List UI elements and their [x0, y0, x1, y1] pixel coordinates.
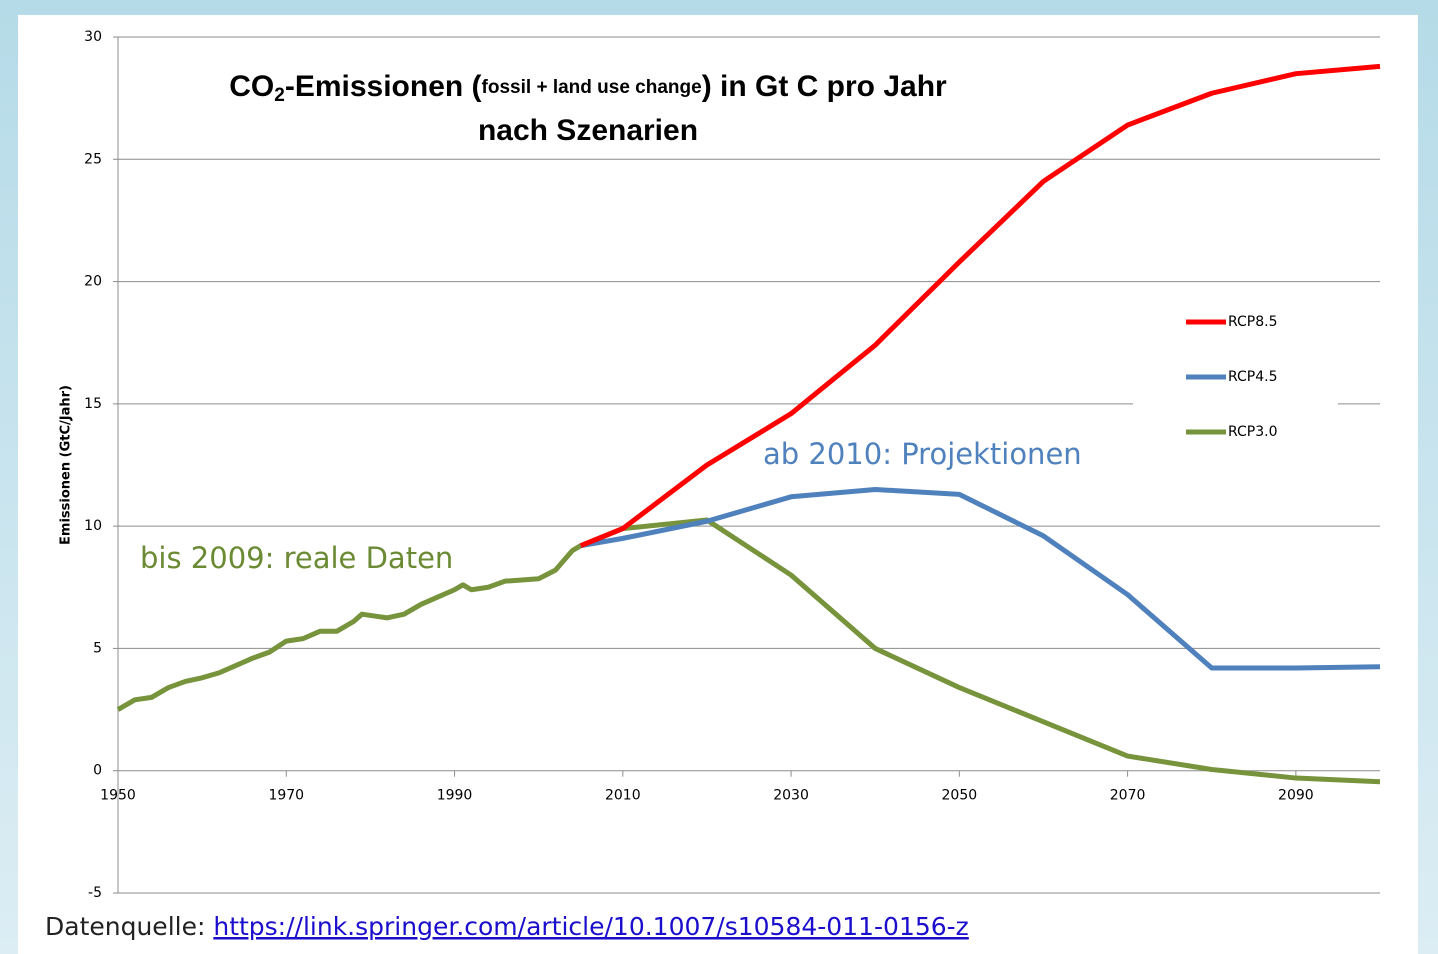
y-tick-label: 25 — [84, 151, 102, 167]
series-line — [579, 63, 1381, 549]
x-tick-label: 2090 — [1278, 788, 1314, 804]
title-part: -Emissionen ( — [285, 70, 482, 103]
y-tick-label: 5 — [93, 640, 102, 656]
legend-label: RCP4.5 — [1228, 369, 1278, 385]
x-tick-label: 2070 — [1110, 788, 1146, 804]
chart-title: CO2-Emissionen (fossil + land use change… — [229, 70, 947, 106]
series-line — [580, 486, 1381, 671]
annotation: bis 2009: reale Daten — [140, 541, 453, 575]
title-part: fossil + land use change — [482, 77, 702, 98]
x-tick-label: 2010 — [605, 788, 641, 804]
title-part: CO — [229, 70, 274, 103]
legend-label: RCP8.5 — [1228, 314, 1278, 330]
chart-subtitle: nach Szenarien — [478, 114, 698, 147]
x-tick-label: 2030 — [773, 788, 809, 804]
y-axis-label: Emissionen (GtC/Jahr) — [59, 385, 74, 545]
panel — [18, 15, 1418, 954]
source: Datenquelle: https://link.springer.com/a… — [45, 912, 969, 941]
y-tick-label: 10 — [84, 518, 102, 534]
source-label: Datenquelle: — [45, 912, 213, 941]
y-tick-label: 20 — [84, 274, 102, 290]
annotation: ab 2010: Projektionen — [763, 437, 1082, 471]
x-tick-label: 2050 — [942, 788, 978, 804]
y-tick-label: 0 — [93, 763, 102, 779]
x-tick-label: 1990 — [437, 788, 473, 804]
title-part: ) in Gt C pro Jahr — [702, 70, 947, 103]
x-tick-label: 1970 — [268, 788, 304, 804]
legend-label: RCP3.0 — [1228, 424, 1278, 440]
y-tick-label: 15 — [84, 396, 102, 412]
source-link[interactable]: https://link.springer.com/article/10.100… — [213, 912, 968, 941]
legend-box — [1133, 300, 1338, 450]
y-tick-label: 30 — [84, 29, 102, 45]
series-line — [116, 517, 1381, 785]
y-tick-label: -5 — [88, 885, 102, 901]
x-tick-label: 1950 — [100, 788, 136, 804]
title-subscript: 2 — [274, 85, 285, 106]
